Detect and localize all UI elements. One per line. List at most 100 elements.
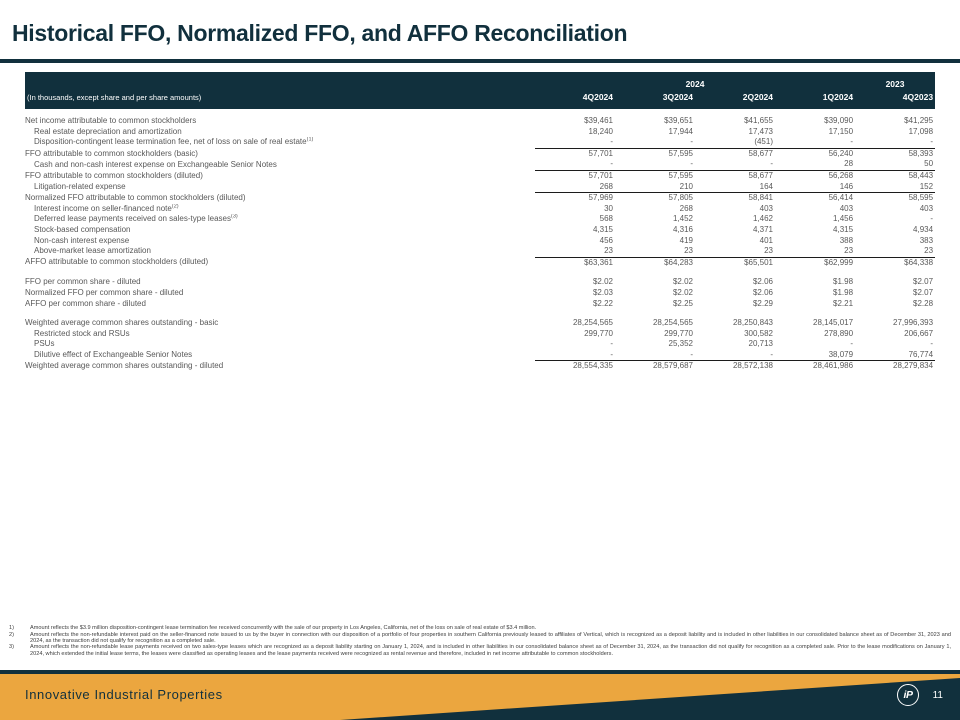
table-row: FFO per common share - diluted $2.02 $2.02…	[25, 277, 935, 288]
cell-value: 28,554,335	[535, 360, 615, 372]
cell-value: 403	[759, 203, 773, 213]
cell-value: $2.02	[592, 277, 613, 287]
year-header-row: 2024 2023	[25, 72, 936, 90]
cell-value: $39,090	[824, 116, 854, 125]
row-label: AFFO per common share - diluted	[25, 298, 146, 308]
cell-value: 300,582	[744, 328, 773, 338]
table-row: Cash and non-cash interest expense on Ex…	[25, 159, 935, 170]
cell-value: 388	[839, 235, 854, 245]
footnote-reference: (2)	[171, 203, 179, 210]
cell-value: 4,934	[913, 224, 934, 234]
row-label: FFO attributable to common stockholders …	[25, 148, 198, 158]
table-row: Net income attributable to common stockh…	[25, 109, 935, 127]
cell-value: 28,572,138	[695, 360, 775, 372]
cell-value: 28,145,017	[813, 318, 854, 328]
cell-value: -	[770, 349, 773, 359]
footnote-number: 3)	[9, 644, 14, 651]
cell-value: 56,268	[775, 169, 856, 182]
cell-value: 268	[599, 181, 613, 191]
col-header-1q2024: 1Q2024	[775, 90, 856, 109]
cell-value: 28,461,986	[775, 360, 856, 372]
row-label: Net income attributable to common stockh…	[25, 116, 197, 125]
row-label: Restricted stock and RSUs	[34, 328, 130, 338]
cell-value: 23	[684, 246, 693, 256]
cell-value: 4,371	[752, 224, 773, 234]
row-label: FFO attributable to common stockholders …	[25, 170, 203, 180]
table-row: Disposition-contingent lease termination…	[25, 137, 935, 148]
row-label: Normalized FFO per common share - dilute…	[25, 287, 184, 297]
table-row: Above-market lease amortization 23 23 23 23 2…	[25, 246, 935, 257]
cell-value: -	[850, 339, 854, 349]
cell-value: 268	[679, 203, 693, 213]
section-spacer	[25, 268, 935, 277]
cell-value: $2.25	[672, 298, 693, 308]
footnote-reference: (3)	[231, 214, 238, 220]
row-label: Above-market lease amortization	[34, 246, 151, 256]
cell-value: 278,890	[824, 328, 854, 338]
cell-value: 1,452	[672, 214, 693, 224]
footnotes: 1) Amount reflects the $3.9 million dispo…	[9, 625, 951, 657]
table-row: Weighted average common shares outstandi…	[25, 360, 936, 372]
cell-value: 403	[919, 203, 934, 213]
row-label: Real estate depreciation and amortizatio…	[34, 126, 182, 136]
cell-value: 17,944	[668, 126, 693, 136]
cell-value: 58,677	[695, 147, 775, 160]
cell-value: 403	[839, 203, 854, 213]
cell-value: 28,579,687	[615, 360, 695, 372]
footnote-text: Amount reflects the non-refundable inter…	[30, 631, 951, 644]
footnote-number: 2)	[9, 631, 14, 638]
row-label: Deferred lease payments received on sale…	[34, 214, 238, 224]
cell-value: -	[850, 137, 854, 147]
cell-value: $65,501	[695, 256, 775, 269]
row-label: Litigation-related expense	[34, 181, 126, 191]
table-row: Restricted stock and RSUs 299,770 299,770 3…	[25, 329, 935, 340]
cell-value: 456	[599, 235, 613, 245]
table-row: Normalized FFO per common share - dilute…	[25, 288, 935, 299]
cell-value: $2.22	[592, 298, 613, 308]
cell-value: 57,805	[615, 192, 695, 204]
footnote-reference: (1)	[306, 137, 314, 143]
cell-value: 38,079	[828, 349, 854, 359]
year-group-2024: 2024	[535, 72, 856, 90]
cell-value: 76,774	[908, 349, 934, 359]
cell-value: 146	[839, 181, 854, 191]
cell-value: $2.21	[833, 298, 854, 308]
year-group-2023: 2023	[855, 72, 936, 90]
footnote-text: Amount reflects the $3.9 million disposi…	[30, 625, 537, 631]
cell-value: $2.03	[592, 287, 613, 297]
cell-value: $2.28	[913, 298, 934, 308]
quarter-header-row: (In thousands, except share and per shar…	[25, 90, 936, 109]
cell-value: 152	[919, 181, 934, 191]
cell-value: 28,250,843	[732, 318, 773, 328]
cell-value: 28,254,565	[572, 318, 613, 328]
cell-value: 4,315	[833, 224, 854, 234]
table-row: Interest income on seller-financed note(…	[25, 204, 935, 215]
table-header: 2024 2023 (In thousands, except share an…	[25, 72, 936, 109]
cell-value: 299,770	[584, 328, 613, 338]
row-label: Dilutive effect of Exchangeable Senior N…	[34, 350, 193, 360]
row-label: Weighted average common shares outstandi…	[25, 361, 224, 371]
cell-value: 56,240	[775, 147, 856, 160]
cell-value: -	[610, 349, 613, 359]
row-label: FFO per common share - diluted	[25, 277, 141, 287]
iip-logo-icon: iP	[897, 684, 919, 706]
cell-value: 57,969	[535, 192, 615, 204]
cell-value: 25,352	[668, 339, 693, 349]
table-body: Net income attributable to common stockh…	[25, 109, 936, 372]
cell-value: $64,283	[615, 256, 695, 269]
cell-value: 27,996,393	[893, 318, 934, 328]
cell-value: 50	[924, 159, 934, 169]
cell-value: 1,462	[752, 214, 773, 224]
cell-value: 23	[764, 246, 773, 256]
row-label: Weighted average common shares outstandi…	[25, 318, 219, 328]
cell-value: 20,713	[748, 339, 773, 349]
section-spacer	[25, 309, 935, 318]
cell-value: 568	[599, 214, 613, 224]
cell-value: 28,254,565	[652, 318, 693, 328]
units-note: (In thousands, except share and per shar…	[25, 90, 535, 109]
cell-value: $1.98	[833, 277, 854, 287]
table-row: Litigation-related expense 268 210 164 146 15…	[25, 181, 935, 192]
cell-value: -	[610, 159, 613, 169]
cell-value: 401	[759, 235, 773, 245]
title-divider	[0, 59, 960, 63]
